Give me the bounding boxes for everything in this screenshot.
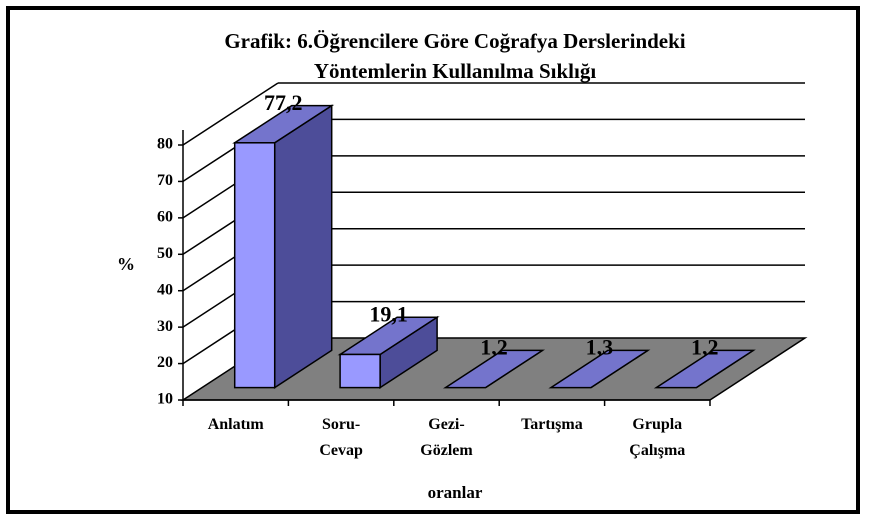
x-tick-label: Soru- Cevap bbox=[319, 416, 363, 459]
x-tick-label: Grupla Çalışma bbox=[629, 416, 686, 459]
y-tick-label: 40 bbox=[157, 281, 173, 298]
y-tick-label: 70 bbox=[157, 172, 173, 189]
x-axis-title: oranlar bbox=[428, 483, 483, 502]
grid-line bbox=[182, 82, 279, 146]
y-tick-label: 60 bbox=[157, 209, 173, 226]
bar-top bbox=[442, 349, 546, 389]
value-label: 1,3 bbox=[586, 335, 614, 360]
bar bbox=[233, 142, 276, 389]
x-tick-label: Gezi- Gözlem bbox=[420, 416, 473, 459]
y-tick-label: 30 bbox=[157, 318, 173, 335]
bar-top bbox=[653, 349, 756, 389]
value-label: 1,2 bbox=[480, 335, 508, 360]
value-label: 19,1 bbox=[369, 301, 408, 326]
value-label: 1,2 bbox=[691, 335, 719, 360]
y-axis-title: % bbox=[117, 254, 135, 274]
bar-top bbox=[548, 349, 651, 389]
frame bbox=[6, 6, 860, 514]
y-tick-label: 20 bbox=[157, 354, 173, 371]
value-label: 77,2 bbox=[264, 90, 303, 115]
bar-side bbox=[273, 104, 333, 389]
x-tick-label: Tartışma bbox=[521, 416, 583, 433]
y-tick-label: 50 bbox=[157, 245, 173, 262]
y-tick-label: 80 bbox=[157, 136, 173, 153]
x-tick-label: Anlatım bbox=[207, 416, 264, 433]
y-tick-label: 10 bbox=[157, 391, 173, 408]
bar bbox=[339, 353, 381, 389]
chart-title: Grafik: 6.Öğrencilere Göre Coğrafya Ders… bbox=[224, 29, 686, 83]
